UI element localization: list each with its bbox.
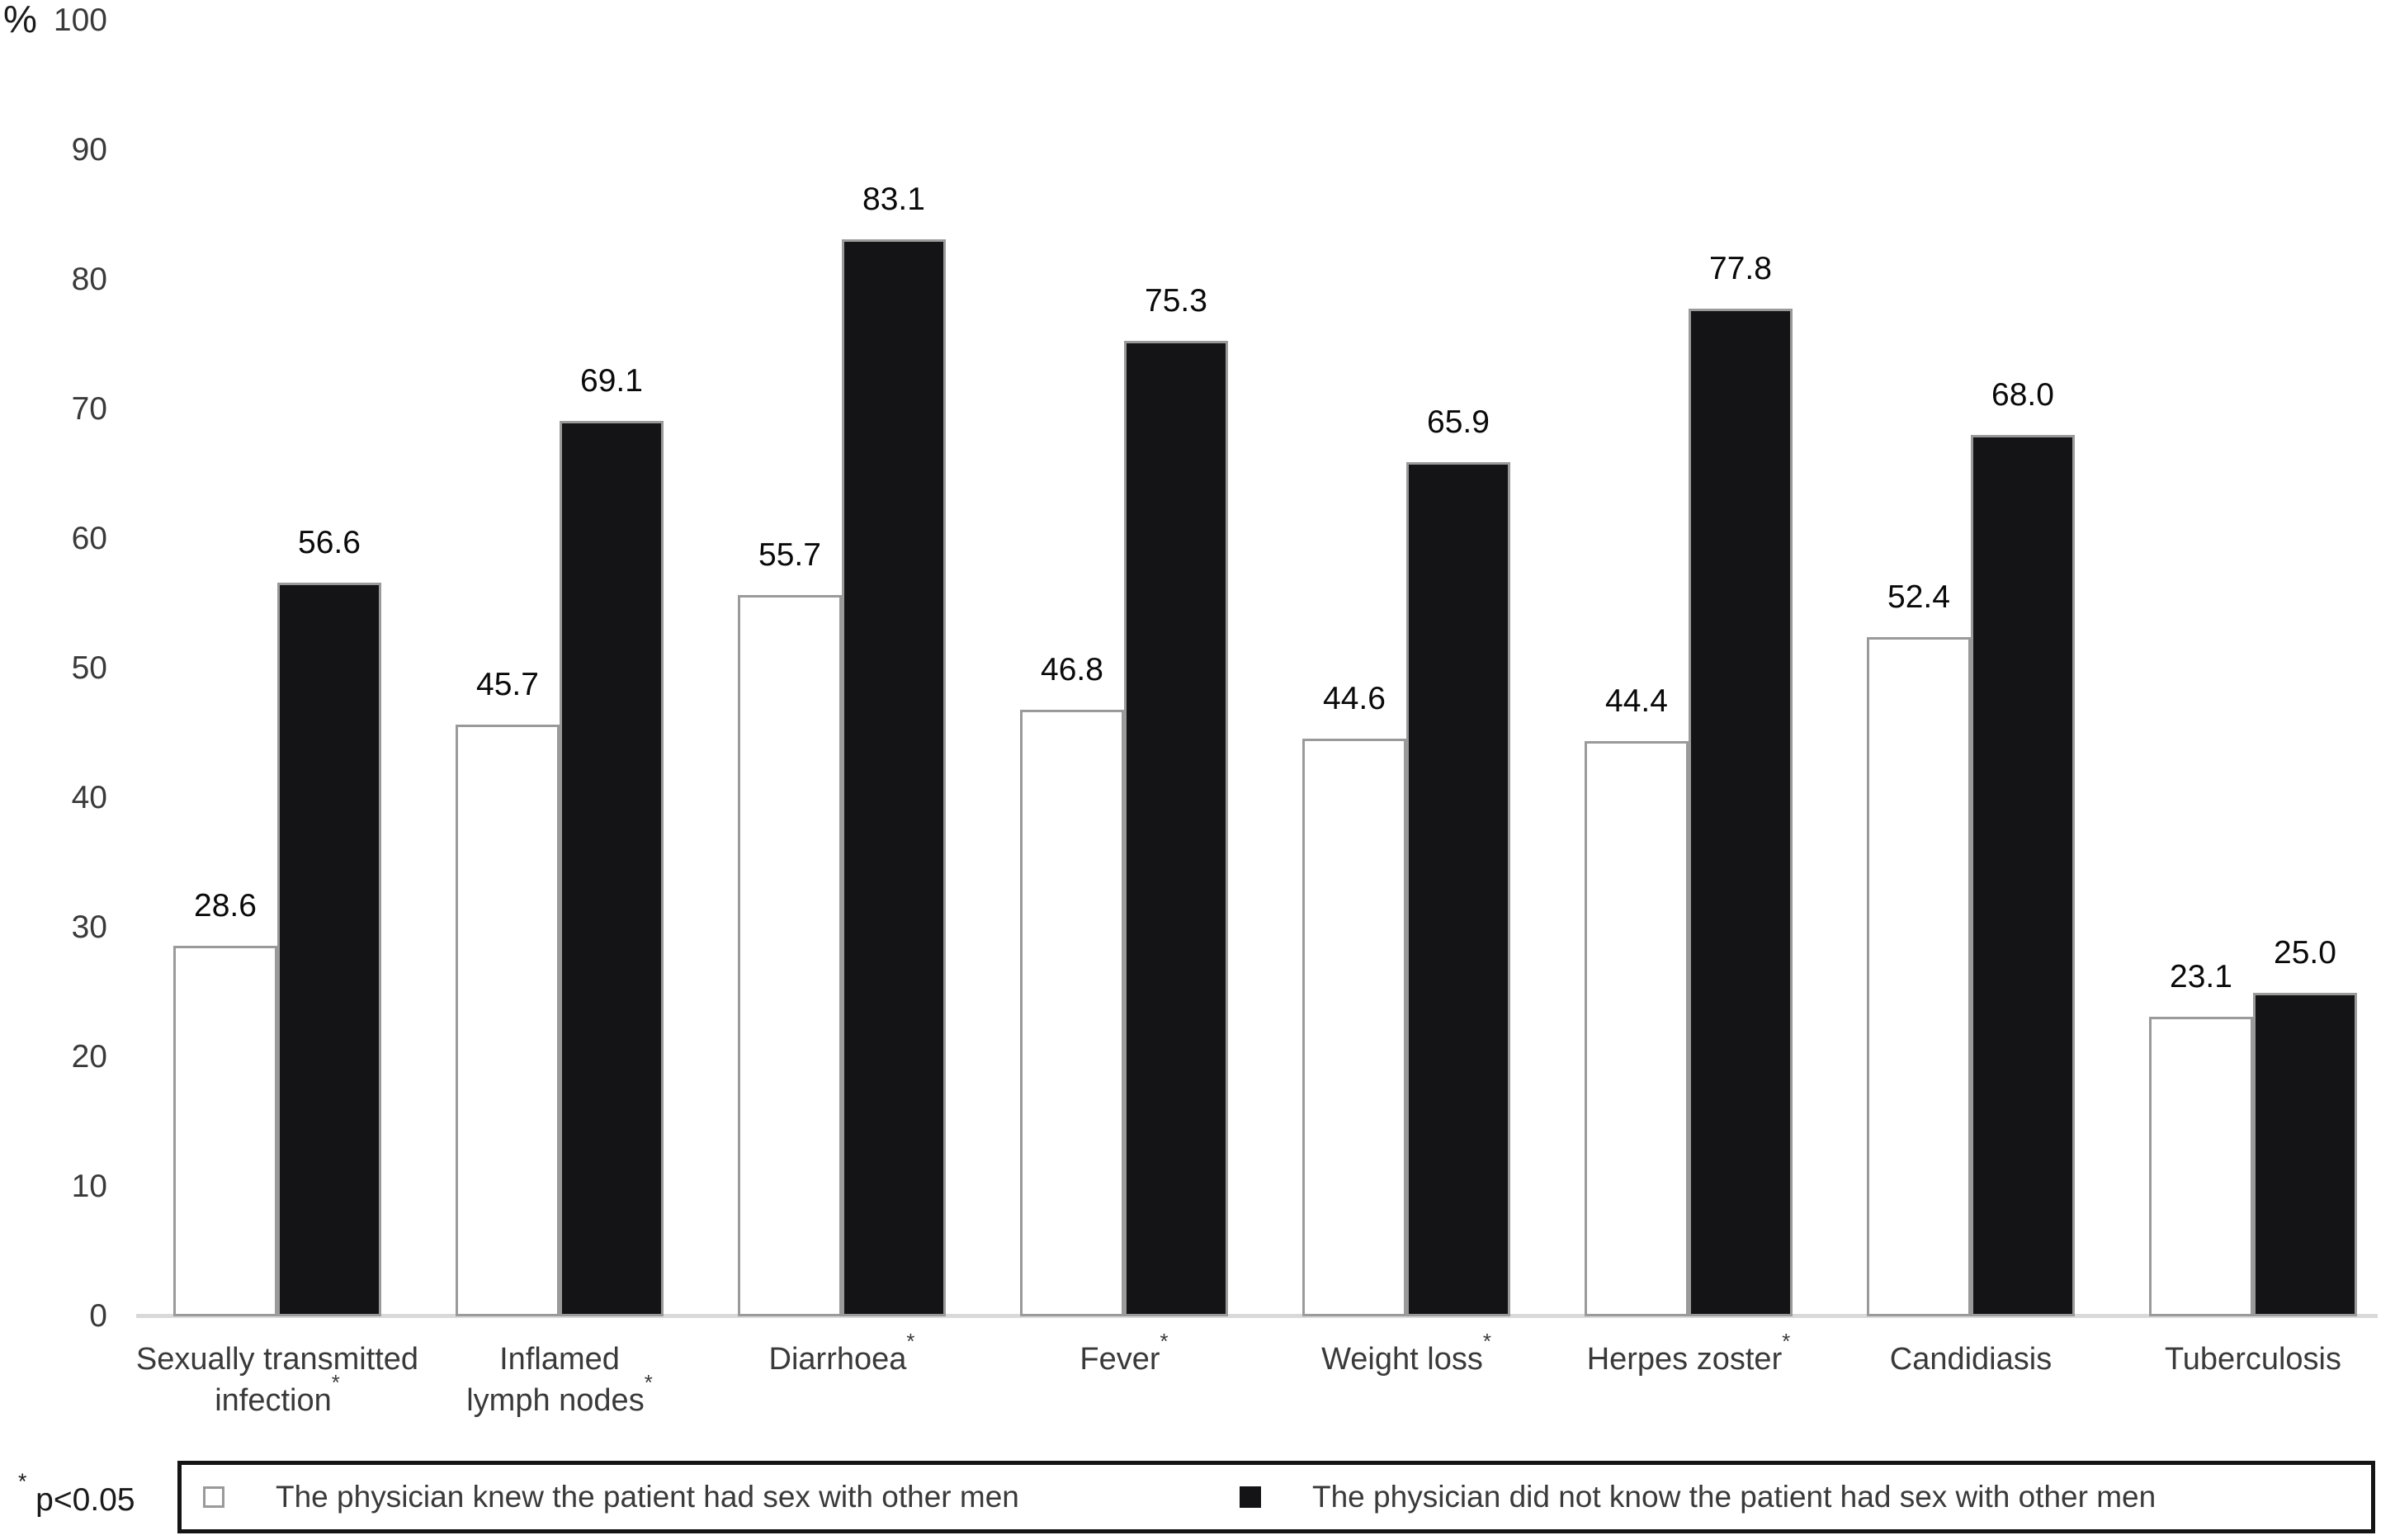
legend-item-did-not-know: The physician did not know the patient h… <box>1240 1465 2156 1529</box>
bar-did-not-know-4 <box>1406 462 1510 1316</box>
value-label-did-not-know-4: 65.9 <box>1427 404 1490 441</box>
bar-knew-4 <box>1302 738 1406 1316</box>
legend-swatch-black-square <box>1240 1486 1261 1508</box>
value-label-knew-6: 52.4 <box>1887 579 1950 616</box>
bar-did-not-know-5 <box>1689 308 1793 1316</box>
value-label-knew-5: 44.4 <box>1605 683 1668 719</box>
y-tick-30: 30 <box>71 909 107 945</box>
value-label-did-not-know-7: 25.0 <box>2274 934 2336 971</box>
legend-label-did-not-know: The physician did not know the patient h… <box>1312 1480 2156 1514</box>
value-label-knew-7: 23.1 <box>2170 959 2232 995</box>
category-label-2: Diarrhoea* <box>768 1330 915 1377</box>
category-label-0: Sexually transmitted infection* <box>135 1342 419 1418</box>
category-label-1: Inflamed lymph nodes* <box>466 1342 653 1418</box>
bar-did-not-know-7 <box>2253 992 2357 1316</box>
y-tick-90: 90 <box>71 132 107 168</box>
bar-knew-1 <box>456 724 560 1316</box>
x-axis-line <box>136 1314 2378 1318</box>
value-label-did-not-know-1: 69.1 <box>580 363 643 399</box>
category-label-7: Tuberculosis <box>2164 1342 2341 1377</box>
bar-did-not-know-1 <box>560 421 664 1316</box>
value-label-knew-2: 55.7 <box>758 536 821 573</box>
y-tick-0: 0 <box>89 1298 107 1334</box>
y-tick-60: 60 <box>71 521 107 556</box>
bar-did-not-know-3 <box>1124 340 1228 1316</box>
y-axis-unit-label: % <box>3 0 37 40</box>
legend-item-knew: The physician knew the patient had sex w… <box>203 1465 1019 1529</box>
category-label-4: Weight loss* <box>1321 1330 1491 1377</box>
y-tick-50: 50 <box>71 650 107 686</box>
value-label-knew-3: 46.8 <box>1041 652 1103 688</box>
y-tick-80: 80 <box>71 262 107 297</box>
bar-did-not-know-2 <box>842 239 946 1316</box>
y-tick-100: 100 <box>53 2 107 38</box>
significance-footnote: * p<0.05 <box>18 1471 135 1519</box>
y-tick-20: 20 <box>71 1039 107 1075</box>
bar-knew-7 <box>2149 1017 2253 1316</box>
category-label-3: Fever* <box>1079 1330 1169 1377</box>
bar-knew-2 <box>738 594 842 1316</box>
value-label-did-not-know-6: 68.0 <box>1991 377 2054 413</box>
value-label-did-not-know-5: 77.8 <box>1709 250 1772 286</box>
value-label-did-not-know-2: 83.1 <box>862 182 925 218</box>
value-label-did-not-know-0: 56.6 <box>298 525 361 561</box>
bar-did-not-know-0 <box>277 583 381 1316</box>
category-label-6: Candidiasis <box>1889 1342 2053 1377</box>
y-tick-10: 10 <box>71 1169 107 1204</box>
bar-knew-6 <box>1867 637 1971 1316</box>
value-label-knew-0: 28.6 <box>194 887 257 924</box>
footnote-text: p<0.05 <box>35 1482 135 1518</box>
category-label-5: Herpes zoster* <box>1586 1330 1791 1377</box>
value-label-knew-1: 45.7 <box>476 666 539 702</box>
y-tick-70: 70 <box>71 391 107 427</box>
legend: The physician knew the patient had sex w… <box>177 1461 2375 1533</box>
y-tick-40: 40 <box>71 780 107 815</box>
legend-label-knew: The physician knew the patient had sex w… <box>276 1480 1019 1514</box>
footnote-asterisk: * <box>18 1469 27 1495</box>
bar-did-not-know-6 <box>1971 435 2075 1316</box>
value-label-did-not-know-3: 75.3 <box>1145 282 1207 319</box>
bar-knew-5 <box>1585 740 1689 1316</box>
legend-swatch-white-square <box>203 1486 224 1508</box>
bar-knew-3 <box>1020 710 1124 1316</box>
value-label-knew-4: 44.6 <box>1323 680 1386 716</box>
bar-knew-0 <box>173 945 277 1316</box>
